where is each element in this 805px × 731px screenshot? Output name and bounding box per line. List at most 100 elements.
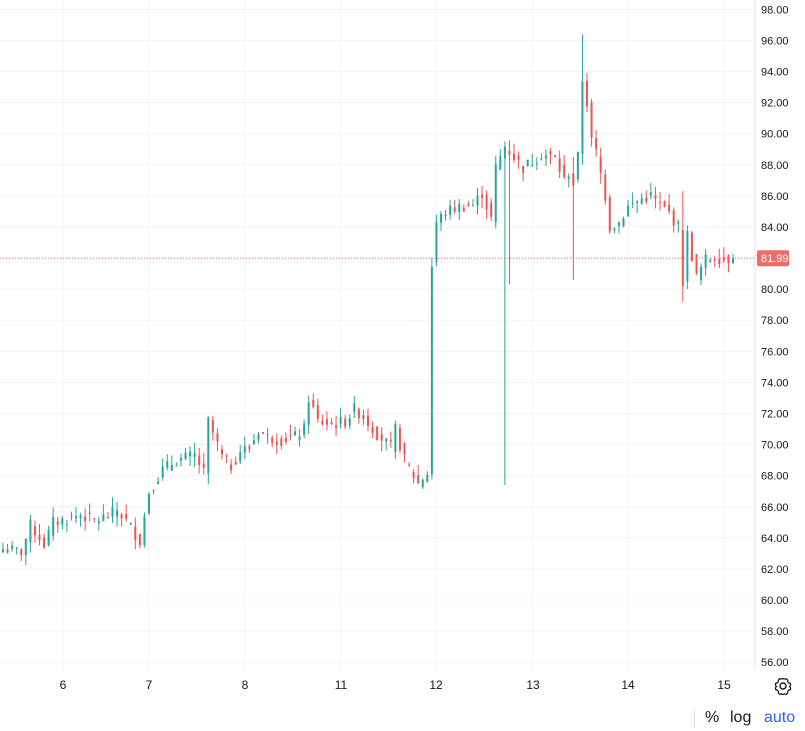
time-axis[interactable]: 6 7 8 11 12 13 14 15 [60,678,731,692]
candle [38,523,41,546]
candle [93,517,96,523]
candle [385,438,388,451]
candle-body [430,266,433,475]
candle [198,447,201,474]
y-tick-label: 60.00 [761,595,789,607]
candle [316,398,319,423]
candle-body [563,165,566,177]
candle-body [134,526,137,540]
candle [668,193,671,215]
last-price-label: 81.99 [761,253,789,265]
candle [686,225,689,289]
candle [513,143,515,163]
candle [576,151,579,183]
candle [47,525,50,547]
scale-options: % log auto [0,700,805,731]
candle-body [357,409,360,419]
candle-body [426,474,429,482]
candle [526,159,529,167]
candle-body [47,529,50,546]
candle [631,192,634,208]
candle [695,254,698,275]
candle-body [257,434,260,440]
candle [403,442,406,462]
candle [440,211,442,232]
candle-body [403,443,406,455]
x-tick-label: 11 [335,678,348,692]
candle-body [189,451,192,457]
candle [549,147,552,165]
candle [330,418,333,425]
candle-body [467,204,470,207]
candle-body [371,426,374,434]
log-scale-button[interactable]: log [730,709,752,726]
x-tick-label: 14 [621,678,635,692]
candle [389,431,392,448]
candle-body [376,426,379,440]
candle [348,414,351,430]
candle-body [513,153,515,161]
candle [672,207,675,233]
candle [581,34,584,165]
candle-body [385,438,388,442]
candle [97,516,100,531]
candle-body [266,433,269,435]
candle-body [125,514,128,519]
candle-body [321,420,324,425]
candle-body [586,80,588,107]
candle-body [316,405,319,419]
candle [303,419,306,439]
candle [394,420,397,459]
candle [161,458,164,481]
candle-body [20,549,23,556]
candle-body [608,197,611,232]
y-tick-label: 88.00 [761,160,789,172]
candle [645,190,648,205]
price-chart[interactable]: 98.00 96.00 94.00 92.00 90.00 88.00 86.00 84.00… [0,0,805,700]
candle [471,199,474,207]
candle [490,198,493,221]
candle [540,153,543,161]
candle [134,517,137,550]
candle-body [307,402,310,426]
candle-body [75,516,77,519]
candle-body [230,464,233,471]
candle-body [15,547,18,549]
candle [230,458,233,474]
candle-body [499,155,502,170]
percent-scale-button[interactable]: % [705,709,720,726]
candle [11,541,14,552]
auto-scale-button[interactable]: auto [764,709,796,726]
candle [6,543,9,554]
candle-body [6,549,9,553]
candle-body [179,457,182,461]
candle-body [576,151,579,180]
y-tick-label: 84.00 [761,222,789,234]
candle-body [617,222,620,227]
candle [24,538,27,566]
candle-body [627,205,630,217]
candle [371,421,374,439]
gear-icon[interactable] [773,676,793,696]
candle-body [544,155,547,159]
candle-body [65,524,68,526]
candle [636,199,639,213]
candle-body [2,548,4,552]
candle [248,444,251,453]
y-tick-label: 70.00 [761,440,789,452]
candle-body [353,402,356,413]
candle [444,209,447,221]
candle-body [29,519,32,543]
candle [2,542,4,554]
candle-body [380,434,383,441]
candle-body [170,464,173,471]
price-axis[interactable]: 98.00 96.00 94.00 92.00 90.00 88.00 86.00 84.00… [761,4,789,669]
candle-body [709,259,712,262]
candle-body [421,479,424,488]
candle [79,512,82,527]
candle-body [312,400,315,408]
candle [718,248,721,269]
candle-body [116,510,119,517]
candle-body [284,437,287,443]
y-tick-label: 76.00 [761,346,789,358]
